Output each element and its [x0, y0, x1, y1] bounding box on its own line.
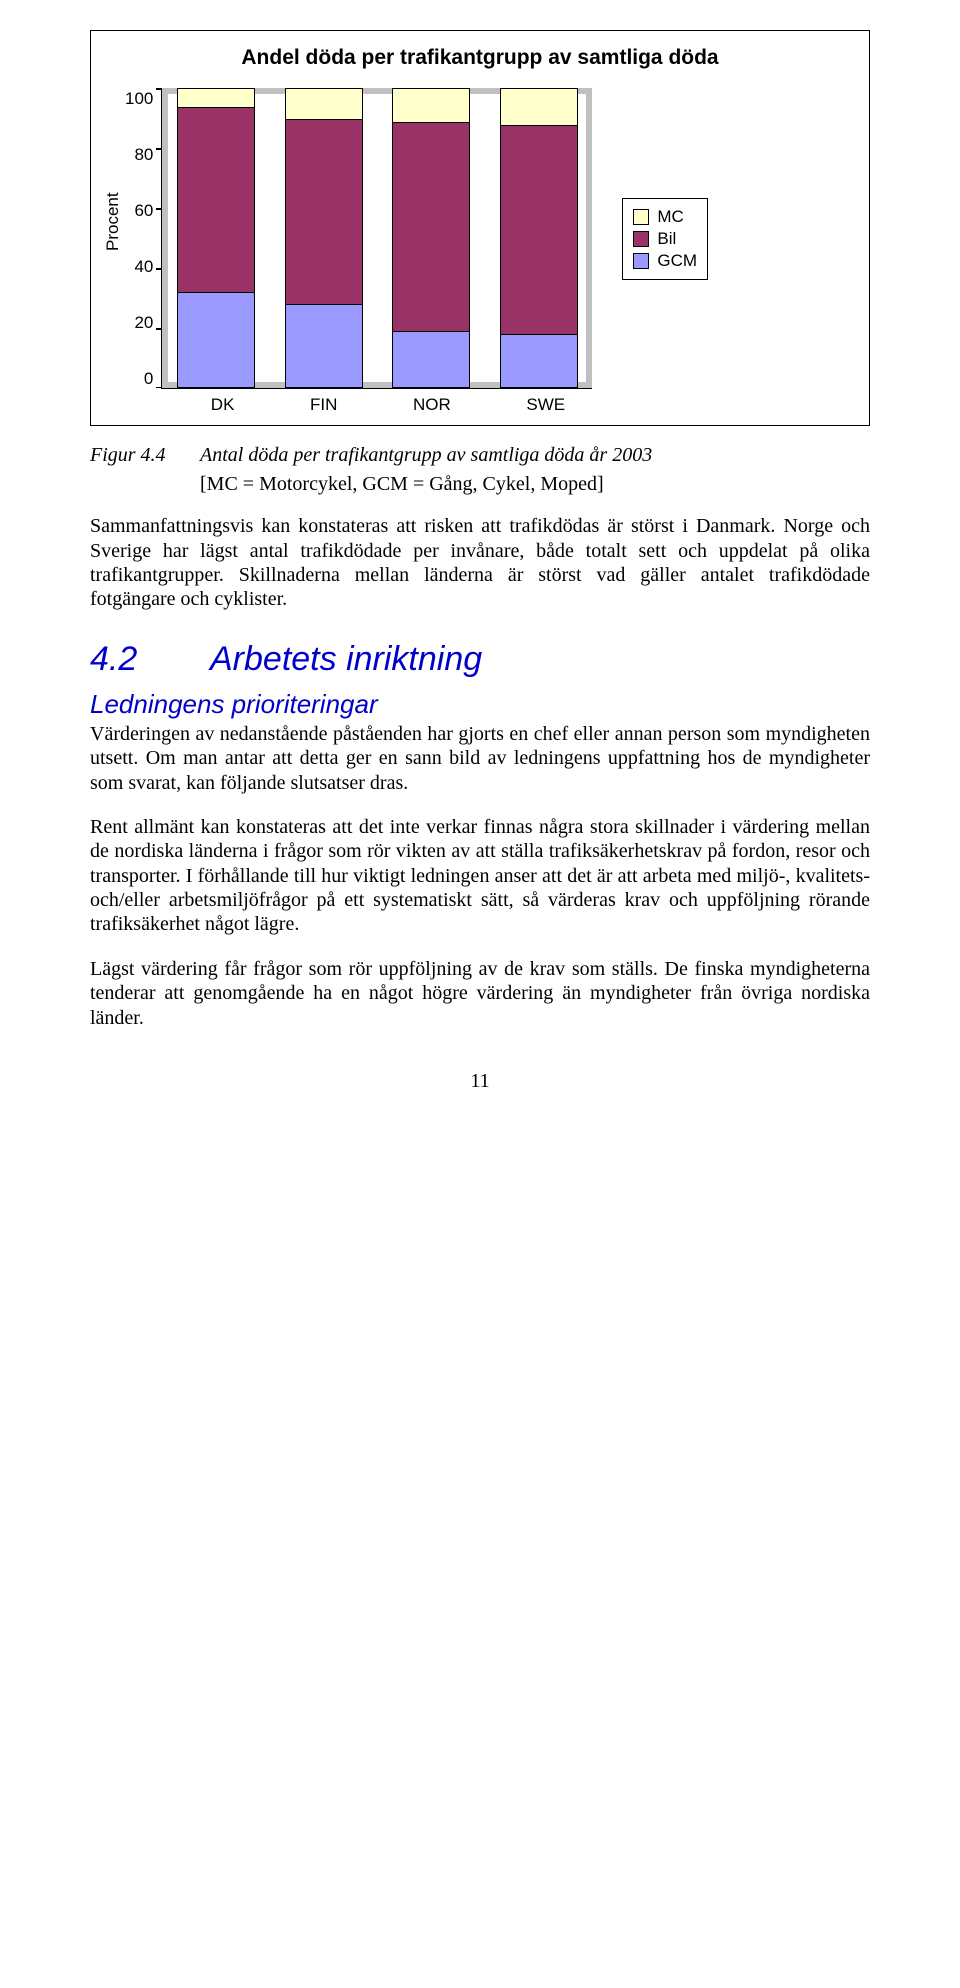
- bar-segment-MC: [178, 89, 254, 107]
- chart-legend: MC Bil GCM: [622, 198, 708, 280]
- ytick: 80: [125, 145, 153, 165]
- legend-label: GCM: [657, 251, 697, 271]
- legend-swatch-bil: [633, 231, 649, 247]
- plot-area: [161, 88, 592, 389]
- ytick: 100: [125, 89, 153, 109]
- xtick: DK: [211, 395, 235, 415]
- bar-SWE: [500, 88, 578, 388]
- y-axis-ticks: 100 80 60 40 20 0: [125, 89, 153, 389]
- legend-item: MC: [633, 207, 697, 227]
- section-title: Arbetets inriktning: [210, 640, 482, 679]
- bar-FIN: [285, 88, 363, 388]
- bar-segment-GCM: [178, 292, 254, 387]
- body-paragraph: Värderingen av nedanstående påståenden h…: [90, 722, 870, 795]
- bar-segment-GCM: [286, 304, 362, 387]
- legend-item: GCM: [633, 251, 697, 271]
- xtick: SWE: [526, 395, 565, 415]
- figure-caption-text: Antal döda per trafikantgrupp av samtlig…: [200, 444, 652, 467]
- bar-segment-MC: [393, 89, 469, 122]
- ytick: 0: [125, 369, 153, 389]
- ytick: 60: [125, 201, 153, 221]
- bar-segment-Bil: [393, 122, 469, 331]
- subsection-heading: Ledningens prioriteringar: [90, 689, 870, 720]
- body-paragraph: Sammanfattningsvis kan konstateras att r…: [90, 514, 870, 612]
- section-number: 4.2: [90, 640, 210, 679]
- bar-NOR: [392, 88, 470, 388]
- figure-label: Figur 4.4: [90, 444, 200, 467]
- bar-segment-MC: [501, 89, 577, 125]
- ytick: 40: [125, 257, 153, 277]
- legend-item: Bil: [633, 229, 697, 249]
- x-axis-labels: DK FIN NOR SWE: [173, 395, 603, 415]
- chart-title: Andel döda per trafikantgrupp av samtlig…: [101, 45, 859, 70]
- ytick: 20: [125, 313, 153, 333]
- legend-label: Bil: [657, 229, 676, 249]
- bar-segment-GCM: [393, 331, 469, 388]
- xtick: NOR: [413, 395, 451, 415]
- bar-segment-Bil: [501, 125, 577, 334]
- bar-segment-GCM: [501, 334, 577, 388]
- legend-swatch-mc: [633, 209, 649, 225]
- figure-caption-sub: [MC = Motorcykel, GCM = Gång, Cykel, Mop…: [200, 473, 870, 496]
- chart-container: Andel döda per trafikantgrupp av samtlig…: [90, 30, 870, 426]
- xtick: FIN: [310, 395, 337, 415]
- page-number: 11: [90, 1070, 870, 1093]
- figure-caption: Figur 4.4 Antal döda per trafikantgrupp …: [90, 444, 870, 467]
- body-paragraph: Rent allmänt kan konstateras att det int…: [90, 815, 870, 937]
- bar-DK: [177, 88, 255, 388]
- bar-segment-MC: [286, 89, 362, 119]
- legend-label: MC: [657, 207, 683, 227]
- bar-segment-Bil: [178, 107, 254, 292]
- y-axis-label: Procent: [103, 227, 123, 251]
- legend-swatch-gcm: [633, 253, 649, 269]
- bar-segment-Bil: [286, 119, 362, 304]
- section-heading: 4.2 Arbetets inriktning: [90, 640, 870, 679]
- body-paragraph: Lägst värdering får frågor som rör uppfö…: [90, 957, 870, 1030]
